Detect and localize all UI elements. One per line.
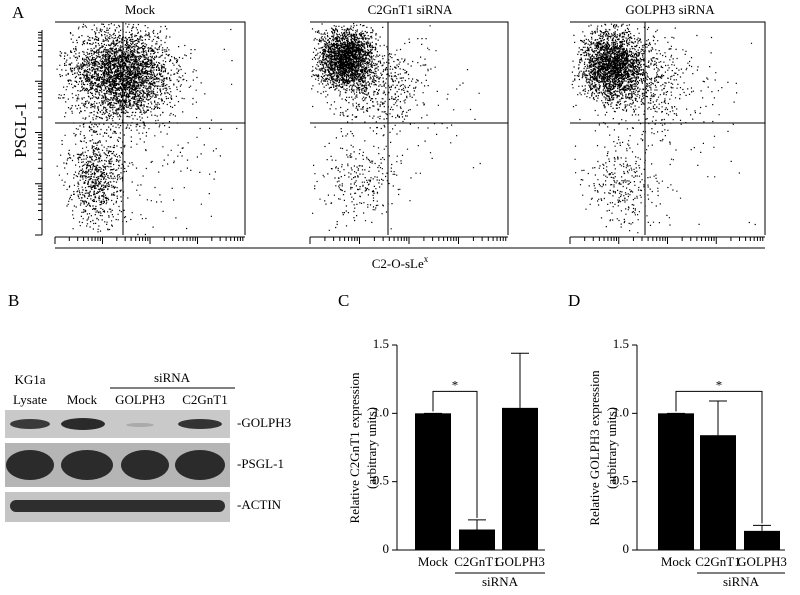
plot-frame — [55, 21, 246, 235]
band — [121, 450, 169, 480]
panel-label: B — [8, 291, 19, 310]
plot-title: C2GnT1 siRNA — [368, 2, 453, 17]
band — [6, 450, 54, 480]
band — [126, 423, 154, 427]
lane-label: Lysate — [13, 392, 47, 407]
lane-label: Mock — [67, 392, 98, 407]
lane-label: GOLPH3 — [115, 392, 165, 407]
x-tick-label: GOLPH3 — [495, 554, 545, 569]
panel-label: D — [568, 291, 580, 310]
plot-frame — [570, 21, 766, 235]
bar — [744, 530, 780, 550]
x-tick-label: C2GnT1 — [454, 554, 500, 569]
bar — [700, 435, 736, 550]
bar — [502, 407, 538, 550]
x-tick-label: Mock — [661, 554, 692, 569]
band — [175, 450, 225, 480]
panel-label: A — [12, 3, 25, 22]
y-tick-label: 0.5 — [613, 473, 629, 488]
y-tick-label: 0.5 — [373, 473, 389, 488]
y-tick-label: 1.0 — [373, 404, 389, 419]
row-label: -PSGL-1 — [237, 456, 284, 471]
bar — [459, 529, 495, 550]
significance-label: * — [716, 377, 723, 392]
band — [10, 500, 225, 512]
band — [61, 450, 113, 480]
row-label: -GOLPH3 — [237, 415, 291, 430]
significance-bracket — [675, 390, 763, 524]
plot-title: Mock — [125, 2, 156, 17]
y-tick-label: 0 — [623, 541, 630, 556]
band — [61, 418, 105, 430]
group-label: siRNA — [723, 574, 760, 589]
lane-label: C2GnT1 — [182, 392, 228, 407]
significance-label: * — [452, 377, 459, 392]
dots — [56, 23, 238, 236]
dots — [571, 23, 756, 234]
lane-group-label: siRNA — [154, 370, 191, 385]
row-label: -ACTIN — [237, 497, 282, 512]
y-tick-label: 0 — [383, 541, 390, 556]
significance-bracket — [432, 390, 478, 518]
panel-label: C — [338, 291, 349, 310]
x-label-sup: x — [424, 254, 429, 264]
x-label-text: C2-O-sLe — [372, 256, 424, 271]
x-tick-label: Mock — [418, 554, 449, 569]
x-tick-label: GOLPH3 — [737, 554, 787, 569]
western-blot: KG1a siRNA Lysate Mock GOLPH3 C2GnT1 -GO… — [5, 370, 291, 522]
band — [178, 419, 222, 429]
x-axis-label: C2-O-sLex — [372, 254, 429, 271]
bar — [658, 413, 694, 550]
flow-plots — [35, 21, 766, 249]
x-tick-label: C2GnT1 — [695, 554, 741, 569]
y-axis-label: Relative GOLPH3 expression — [587, 370, 602, 526]
group-label: siRNA — [482, 574, 519, 589]
y-tick-label: 1.5 — [373, 336, 389, 351]
y-axis-label: (arbitrary units) — [604, 407, 619, 489]
dots — [311, 23, 481, 231]
band — [10, 419, 50, 429]
y-tick-label: 1.5 — [613, 336, 629, 351]
plot-frame — [310, 21, 509, 235]
lane-label: KG1a — [14, 372, 45, 387]
y-axis-label: Relative C2GnT1 expression — [347, 372, 362, 523]
bar — [415, 413, 451, 550]
y-tick-label: 1.0 — [613, 404, 629, 419]
y-axis-label: PSGL-1 — [11, 102, 30, 158]
plot-title: GOLPH3 siRNA — [625, 2, 715, 17]
y-axis-label: (arbitrary units) — [364, 407, 379, 489]
